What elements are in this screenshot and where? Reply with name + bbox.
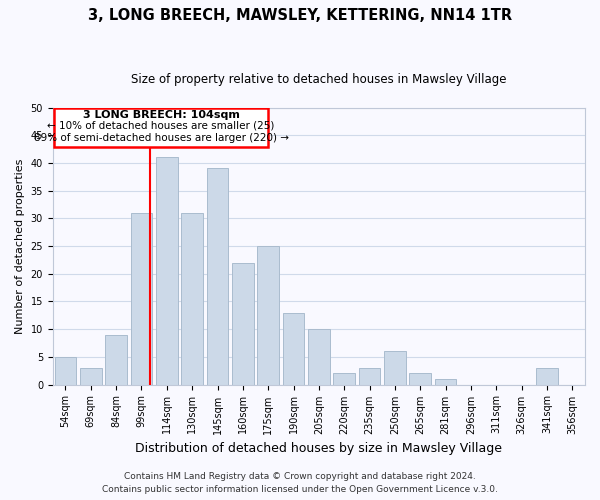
Bar — [536, 368, 558, 384]
Bar — [55, 357, 76, 384]
Title: Size of property relative to detached houses in Mawsley Village: Size of property relative to detached ho… — [131, 72, 506, 86]
Bar — [80, 368, 101, 384]
Text: 3 LONG BREECH: 104sqm: 3 LONG BREECH: 104sqm — [83, 110, 239, 120]
Text: 3, LONG BREECH, MAWSLEY, KETTERING, NN14 1TR: 3, LONG BREECH, MAWSLEY, KETTERING, NN14… — [88, 8, 512, 22]
Y-axis label: Number of detached properties: Number of detached properties — [15, 158, 25, 334]
Bar — [257, 246, 279, 384]
Bar — [384, 352, 406, 384]
Text: Contains HM Land Registry data © Crown copyright and database right 2024.
Contai: Contains HM Land Registry data © Crown c… — [102, 472, 498, 494]
X-axis label: Distribution of detached houses by size in Mawsley Village: Distribution of detached houses by size … — [136, 442, 502, 455]
Bar — [106, 334, 127, 384]
Bar — [435, 379, 457, 384]
Bar — [181, 213, 203, 384]
Bar — [232, 262, 254, 384]
Bar — [409, 374, 431, 384]
Bar — [156, 158, 178, 384]
Bar — [131, 213, 152, 384]
Bar — [207, 168, 228, 384]
Bar — [359, 368, 380, 384]
Text: 89% of semi-detached houses are larger (220) →: 89% of semi-detached houses are larger (… — [34, 133, 289, 143]
Bar — [308, 329, 329, 384]
FancyBboxPatch shape — [54, 108, 268, 148]
Bar — [283, 312, 304, 384]
Bar — [334, 374, 355, 384]
Text: ← 10% of detached houses are smaller (25): ← 10% of detached houses are smaller (25… — [47, 121, 275, 131]
